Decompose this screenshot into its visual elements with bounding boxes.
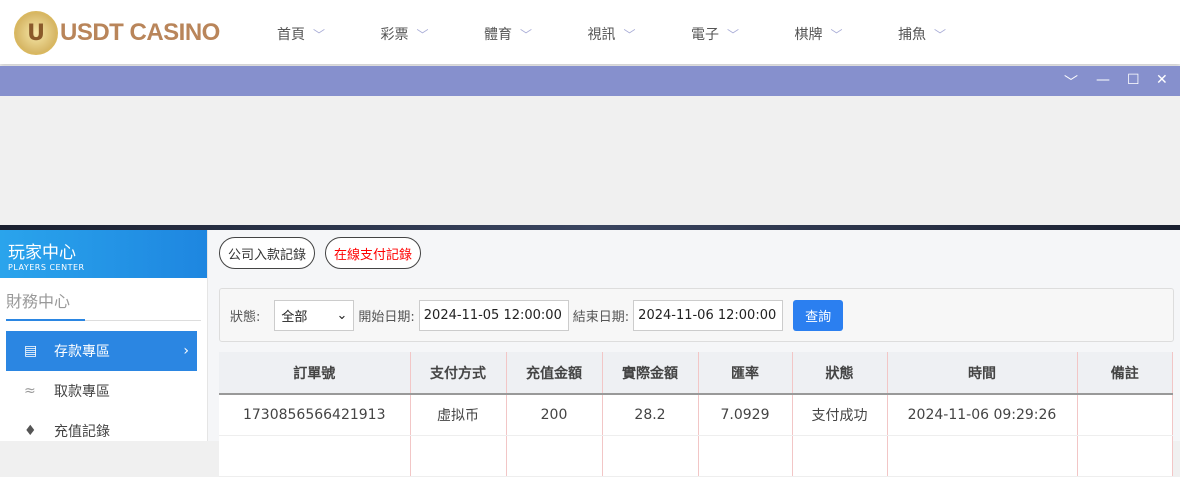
chevron-down-icon: ﹀ [830, 27, 843, 42]
column-header: 匯率 [698, 352, 793, 395]
nav-label: 視訊 [587, 27, 616, 43]
nav-label: 首頁 [277, 27, 305, 43]
nav-label: 電子 [691, 27, 719, 43]
table-row [219, 435, 1173, 477]
actual-amount: 28.2 [602, 394, 699, 436]
chevron-down-icon: ﹀ [934, 27, 947, 42]
main-nav: 首頁 ﹀ 彩票 ﹀ 體育 ﹀ 視訊 ﹀ 電子 ﹀ 棋牌 ﹀ 捕魚 ﹀ [277, 24, 1002, 44]
end-date-label: 結束日期: [572, 309, 630, 325]
column-header: 狀態 [792, 352, 888, 395]
sidebar-item-label: 取款專區 [54, 384, 110, 400]
order-number: 1730856566421913 [219, 394, 411, 436]
tab-online-payment[interactable]: 在線支付記錄 [325, 237, 422, 269]
filter-bar: 狀態: 全部 ⌄ 開始日期: 2024-11-05 12:00:00 結束日期: … [219, 288, 1174, 342]
time: 2024-11-06 09:29:26 [887, 394, 1078, 436]
status: 支付成功 [792, 394, 888, 436]
record-tabs: 公司入款記錄 在線支付記錄 [219, 237, 422, 269]
table-header: 訂單號 支付方式 充值金額 實際金額 匯率 狀態 時間 備註 [219, 352, 1173, 395]
nav-item-sports[interactable]: 體育 ﹀ [484, 24, 588, 44]
chevron-down-icon: ﹀ [520, 27, 533, 42]
top-header: U USDT CASINO 首頁 ﹀ 彩票 ﹀ 體育 ﹀ 視訊 ﹀ 電子 ﹀ 棋牌 ﹀ 捕魚… [0, 0, 1180, 64]
nav-item-fishing[interactable]: 捕魚 ﹀ [898, 24, 1002, 44]
player-center: 玩家中心 PLAYERS CENTER 財務中心 ▤ 存款專區 › ≈ 取款專區 ♦ 充… [0, 230, 1180, 477]
column-header: 備註 [1077, 352, 1173, 395]
exchange-rate: 7.0929 [698, 394, 793, 436]
window-titlebar: ﹀ — ☐ ✕ [0, 66, 1180, 96]
logo-badge: U [14, 11, 58, 55]
column-header: 訂單號 [219, 352, 411, 395]
start-date-input[interactable]: 2024-11-05 12:00:00 [418, 299, 569, 331]
sidebar-item-label: 充值記錄 [54, 424, 110, 440]
column-header: 時間 [887, 352, 1078, 395]
nav-label: 彩票 [380, 27, 409, 43]
column-header: 充值金額 [506, 352, 603, 395]
divider [0, 225, 1180, 230]
card-icon: ▤ [24, 343, 38, 359]
sidebar-item-withdraw[interactable]: ≈ 取款專區 [6, 371, 197, 411]
nav-item-home[interactable]: 首頁 ﹀ [277, 24, 381, 44]
chevron-down-icon: ﹀ [623, 27, 636, 42]
sidebar-item-deposit[interactable]: ▤ 存款專區 › [6, 331, 197, 371]
close-icon[interactable]: ✕ [1156, 72, 1168, 88]
tab-company-deposit[interactable]: 公司入款記錄 [219, 237, 316, 269]
nav-item-slots[interactable]: 電子 ﹀ [691, 24, 795, 44]
remark [1077, 394, 1173, 436]
nav-item-live[interactable]: 視訊 ﹀ [588, 24, 692, 44]
hand-cash-icon: ≈ [24, 383, 36, 399]
sidebar: 玩家中心 PLAYERS CENTER 財務中心 ▤ 存款專區 › ≈ 取款專區 ♦ 充… [0, 230, 208, 441]
chevron-down-icon: ﹀ [727, 27, 740, 42]
sidebar-subtitle: PLAYERS CENTER [8, 263, 85, 272]
nav-label: 棋牌 [794, 27, 823, 43]
status-value: 全部 [281, 309, 308, 325]
status-label: 狀態: [230, 309, 261, 325]
table-row: 1730856566421913 虛拟币 200 28.2 7.0929 支付成… [219, 394, 1173, 436]
status-select[interactable]: 全部 ⌄ [274, 299, 355, 331]
column-header: 實際金額 [602, 352, 699, 395]
query-button[interactable]: 查詢 [793, 299, 844, 331]
start-date-label: 開始日期: [358, 309, 415, 325]
chevron-right-icon: › [183, 343, 189, 359]
nav-label: 捕魚 [898, 27, 926, 43]
nav-label: 體育 [484, 27, 512, 43]
nav-item-lottery[interactable]: 彩票 ﹀ [381, 24, 485, 44]
section-title: 財務中心 [6, 288, 201, 321]
money-bag-icon: ♦ [24, 423, 37, 439]
sidebar-title: 玩家中心 [8, 243, 76, 263]
sidebar-item-label: 存款專區 [54, 344, 110, 360]
records-table: 訂單號 支付方式 充值金額 實際金額 匯率 狀態 時間 備註 173085656… [219, 352, 1173, 477]
maximize-icon[interactable]: ☐ [1127, 72, 1140, 88]
chevron-down-icon: ﹀ [313, 27, 326, 42]
payment-method: 虛拟币 [410, 394, 507, 436]
chevron-down-icon: ﹀ [416, 27, 429, 42]
sidebar-header: 玩家中心 PLAYERS CENTER [0, 230, 207, 278]
chevron-down-icon: ⌄ [336, 307, 348, 323]
logo[interactable]: U USDT CASINO [14, 11, 220, 55]
nav-item-cards[interactable]: 棋牌 ﹀ [795, 24, 899, 44]
recharge-amount: 200 [506, 394, 603, 436]
minimize-icon[interactable]: — [1096, 72, 1110, 88]
logo-text: USDT CASINO [60, 19, 220, 46]
end-date-input[interactable]: 2024-11-06 12:00:00 [633, 299, 784, 331]
chevron-down-icon[interactable]: ﹀ [1064, 75, 1078, 91]
column-header: 支付方式 [410, 352, 507, 395]
sidebar-item-recharge-records[interactable]: ♦ 充值記錄 [6, 411, 197, 451]
